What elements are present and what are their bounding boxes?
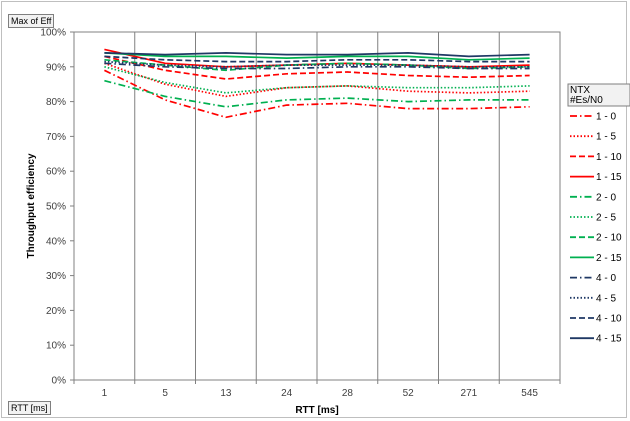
legend-label: 4 - 0 — [596, 273, 616, 284]
x-tick-label: 1 — [102, 388, 108, 399]
series-line — [104, 65, 530, 94]
legend-label: 4 - 15 — [596, 334, 622, 345]
series-line — [104, 52, 530, 61]
legend-label: 1 - 5 — [596, 132, 616, 143]
x-tick-label: 28 — [342, 388, 354, 399]
legend-label: 1 - 15 — [596, 172, 622, 183]
x-axis-title: RTT [ms] — [295, 405, 338, 416]
x-tick-label: 545 — [521, 388, 538, 399]
axes: 0% 10% 20% 30% 40% 50% 60% 70% 80% 90% 100% 1 5 13 24 2… — [40, 28, 561, 399]
y-tick-label: 70% — [46, 132, 66, 143]
legend-header-label: NTX — [570, 85, 590, 96]
x-tick-label: 271 — [461, 388, 478, 399]
y-tick-label: 100% — [40, 28, 66, 39]
series-line — [104, 60, 530, 68]
legend-field-button — [567, 83, 630, 107]
legend-label: 4 - 10 — [596, 314, 622, 325]
x-tick-label: 5 — [162, 388, 168, 399]
y-tick-label: 20% — [46, 306, 66, 317]
gridlines — [73, 31, 561, 381]
x-tick-label: 13 — [220, 388, 232, 399]
y-tick-label: 0% — [52, 376, 67, 387]
legend-label: 2 - 10 — [596, 233, 622, 244]
series-lines — [104, 48, 530, 119]
x-tick-label: 52 — [403, 388, 415, 399]
legend-label: 2 - 0 — [596, 192, 616, 203]
series-line — [104, 52, 530, 58]
legend-label: 2 - 5 — [596, 213, 616, 224]
y-tick-label: 90% — [46, 62, 66, 73]
y-tick-label: 80% — [46, 97, 66, 108]
legend-label: 1 - 10 — [596, 152, 622, 163]
axis-field-button[interactable]: RTT [ms] — [8, 401, 51, 415]
legend: NTX#Es/N0 1 - 0 1 - 5 1 - 10 1 - 15 2 - 0 2 - … — [567, 83, 630, 345]
y-axis-title: Throughput efficiency — [26, 153, 37, 258]
series-line — [104, 79, 530, 108]
legend-label: 2 - 15 — [596, 253, 622, 264]
legend-header-label: #Es/N0 — [570, 95, 603, 106]
y-tick-label: 40% — [46, 236, 66, 247]
series-line — [104, 55, 530, 63]
value-field-button[interactable]: Max of Eff — [8, 14, 55, 28]
series-line — [104, 62, 530, 98]
y-tick-label: 60% — [46, 167, 66, 178]
series-line — [104, 55, 530, 80]
legend-label: 4 - 5 — [596, 293, 616, 304]
series-line — [104, 62, 530, 70]
y-tick-label: 50% — [46, 202, 66, 213]
x-tick-label: 24 — [281, 388, 293, 399]
legend-label: 1 - 0 — [596, 112, 616, 123]
y-tick-label: 30% — [46, 271, 66, 282]
y-tick-label: 10% — [46, 341, 66, 352]
series-line — [104, 69, 530, 119]
